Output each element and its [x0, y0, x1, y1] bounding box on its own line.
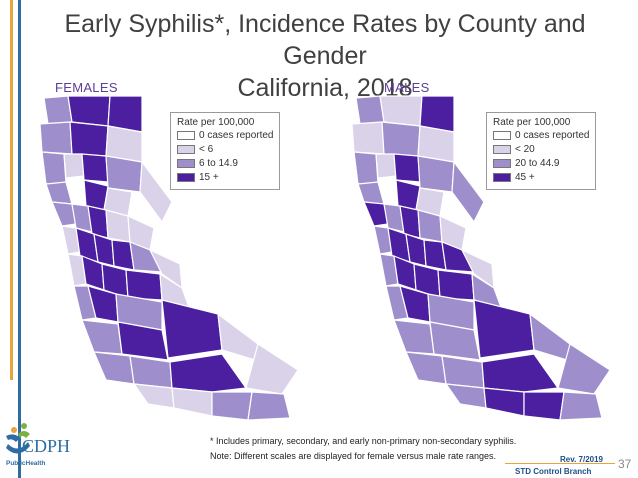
legend-title: Rate per 100,000	[493, 117, 571, 128]
legend-item-low: < 20	[493, 144, 535, 155]
females-legend: Rate per 100,000 0 cases reported < 6 6 …	[170, 112, 280, 190]
county-shape	[483, 387, 525, 417]
county-shape	[351, 121, 385, 155]
county-shape	[381, 121, 421, 157]
county-shape	[39, 121, 73, 155]
footer-divider	[505, 463, 615, 464]
county-shape	[429, 321, 481, 361]
footnote-asterisk: * Includes primary, secondary, and early…	[210, 436, 517, 446]
county-shape	[473, 299, 535, 359]
orange-accent-line	[10, 0, 13, 380]
county-shape	[393, 153, 421, 183]
county-shape	[523, 391, 565, 421]
males-legend: Rate per 100,000 0 cases reported < 20 2…	[486, 112, 596, 190]
legend-label: 6 to 14.9	[199, 158, 238, 169]
legend-item-low: < 6	[177, 144, 213, 155]
legend-swatch	[493, 173, 511, 182]
females-label: FEMALES	[55, 80, 118, 95]
legend-item-mid: 20 to 44.9	[493, 158, 559, 169]
county-shape	[353, 151, 379, 185]
males-label: MALES	[384, 80, 430, 95]
males-map	[351, 95, 611, 421]
county-shape	[375, 153, 397, 179]
legend-label: 20 to 44.9	[515, 158, 560, 169]
county-shape	[437, 269, 475, 301]
county-shape	[405, 351, 447, 385]
legend-swatch	[493, 159, 511, 168]
county-shape	[379, 95, 423, 127]
county-shape	[43, 95, 73, 125]
county-shape	[67, 95, 111, 127]
legend-swatch	[177, 145, 195, 154]
legend-label: 0 cases reported	[515, 130, 590, 141]
legend-label: 0 cases reported	[199, 130, 274, 141]
county-shape	[247, 391, 291, 421]
legend-swatch	[177, 159, 195, 168]
county-shape	[393, 319, 435, 355]
county-shape	[169, 353, 247, 393]
county-shape	[81, 153, 109, 183]
footnote-note: Note: Different scales are displayed for…	[210, 451, 496, 461]
legend-label: 15 +	[199, 172, 219, 183]
county-shape	[117, 321, 169, 361]
county-shape	[171, 387, 213, 417]
legend-swatch	[177, 173, 195, 182]
females-map	[39, 95, 299, 421]
county-shape	[63, 153, 85, 179]
county-shape	[211, 391, 253, 421]
county-shape	[105, 155, 143, 193]
cdph-logo: CDPH PublicHealth	[6, 423, 70, 467]
revision-date: Rev. 7/2019	[560, 455, 603, 464]
legend-item-zero: 0 cases reported	[493, 130, 590, 141]
legend-item-high: 45 +	[493, 172, 535, 183]
county-shape	[93, 351, 135, 385]
county-shape	[441, 355, 485, 389]
branch-name: STD Control Branch	[515, 467, 592, 476]
legend-title: Rate per 100,000	[177, 117, 255, 128]
title-line-1: Early Syphilis*, Incidence Rates by Coun…	[64, 10, 586, 70]
county-shape	[125, 269, 163, 301]
county-shape	[81, 319, 123, 355]
legend-swatch	[493, 131, 511, 140]
logo-text: CDPH	[22, 436, 70, 456]
legend-item-zero: 0 cases reported	[177, 130, 274, 141]
county-shape	[69, 121, 109, 157]
county-shape	[481, 353, 559, 393]
county-shape	[41, 151, 67, 185]
county-shape	[559, 391, 603, 421]
legend-swatch	[177, 131, 195, 140]
county-shape	[129, 355, 173, 389]
page-number: 37	[618, 457, 632, 471]
legend-label: < 20	[515, 144, 535, 155]
county-shape	[445, 383, 487, 409]
county-shape	[161, 299, 223, 359]
logo-subtext: PublicHealth	[6, 460, 45, 467]
slide-title: Early Syphilis*, Incidence Rates by Coun…	[30, 8, 620, 104]
county-shape	[417, 155, 455, 193]
county-shape	[355, 95, 385, 125]
county-shape	[133, 383, 175, 409]
legend-item-mid: 6 to 14.9	[177, 158, 238, 169]
legend-item-high: 15 +	[177, 172, 219, 183]
legend-swatch	[493, 145, 511, 154]
legend-label: 45 +	[515, 172, 535, 183]
legend-label: < 6	[199, 144, 214, 155]
blue-accent-line	[18, 0, 21, 478]
